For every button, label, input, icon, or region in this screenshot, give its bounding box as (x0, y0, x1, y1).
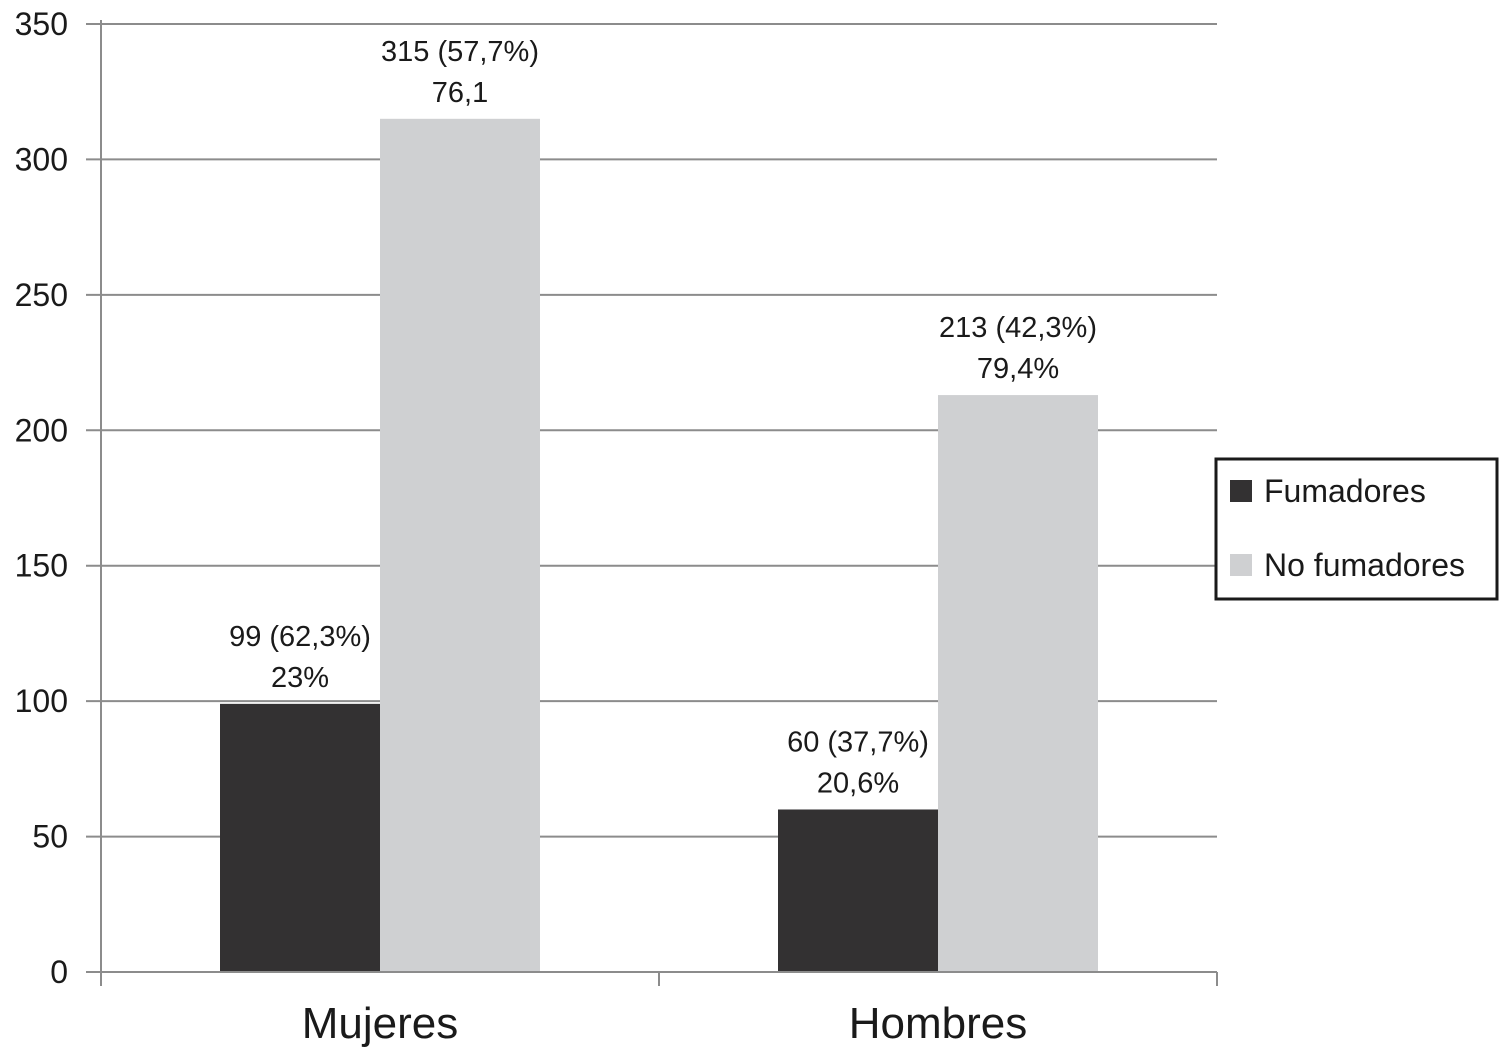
y-tick-label: 150 (15, 548, 68, 584)
legend-label: Fumadores (1264, 473, 1426, 509)
legend: Fumadores No fumadores (1214, 457, 1499, 601)
y-tick-label: 200 (15, 412, 68, 448)
data-label: 23% (271, 662, 329, 694)
bar-fumadores-hombres (778, 809, 938, 972)
x-axis-category-labels: Mujeres Hombres (302, 999, 1028, 1048)
gridlines (86, 23, 1217, 838)
legend-box (1214, 457, 1499, 601)
data-label: 20,6% (817, 767, 899, 799)
bar-no-fumadores-hombres (938, 395, 1098, 972)
bar-fumadores-mujeres (220, 703, 380, 972)
data-label: 99 (62,3%) (229, 621, 371, 653)
bar-no-fumadores-mujeres (380, 118, 540, 973)
y-tick-label: 250 (15, 277, 68, 313)
x-category-label: Mujeres (302, 999, 459, 1048)
y-tick-label: 50 (32, 819, 68, 855)
legend-swatch (1230, 480, 1252, 502)
bars (220, 118, 1098, 973)
data-label: 315 (57,7%) (381, 36, 539, 68)
y-tick-label: 100 (15, 683, 68, 719)
data-labels: 99 (62,3%) 23% 315 (57,7%) 76,1 60 (37,7%) 20… (229, 36, 1097, 800)
data-label: 213 (42,3%) (939, 312, 1097, 344)
data-label: 76,1 (432, 77, 488, 109)
y-axis-tick-labels: 0 50 100 150 200 250 300 350 (15, 6, 68, 990)
x-category-label: Hombres (849, 999, 1028, 1048)
y-tick-label: 350 (15, 6, 68, 42)
y-tick-label: 0 (50, 954, 68, 990)
data-label: 79,4% (977, 353, 1059, 385)
legend-label: No fumadores (1264, 547, 1465, 583)
data-label: 60 (37,7%) (787, 726, 929, 758)
y-tick-label: 300 (15, 141, 68, 177)
legend-swatch (1230, 554, 1252, 576)
axes (86, 20, 1218, 986)
